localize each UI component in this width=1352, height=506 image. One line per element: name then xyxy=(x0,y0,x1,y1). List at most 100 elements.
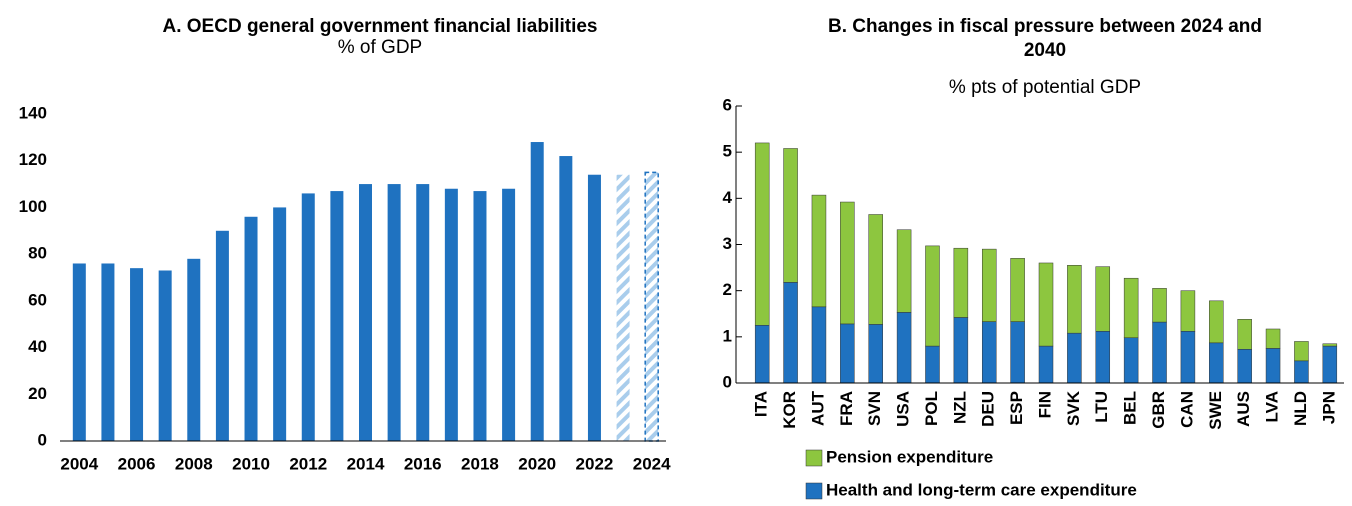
x-tick-label: 2022 xyxy=(576,454,614,473)
bar-segment xyxy=(1180,331,1196,384)
chart-subtitle: % pts of potential GDP xyxy=(948,77,1142,98)
x-tick-label: 2024 xyxy=(633,454,671,473)
y-tick-label: 100 xyxy=(19,197,47,216)
bar xyxy=(215,230,229,441)
bar-segment xyxy=(754,325,770,384)
y-tick-label: 0 xyxy=(723,372,732,391)
y-tick-label: 20 xyxy=(28,384,47,403)
x-tick-label: KOR xyxy=(780,391,799,429)
x-tick-label: FIN xyxy=(1035,391,1054,418)
bar xyxy=(502,188,516,441)
bar-segment xyxy=(1095,266,1111,332)
x-tick-label: SWE xyxy=(1206,391,1225,430)
y-tick-label: 40 xyxy=(28,337,47,356)
x-tick-label: SVN xyxy=(865,391,884,426)
bar-segment xyxy=(925,245,940,347)
bar-segment xyxy=(840,323,855,384)
bar-segment xyxy=(1010,258,1025,322)
bar-segment xyxy=(1180,290,1196,332)
bar-segment xyxy=(925,345,940,384)
bar xyxy=(416,184,430,442)
bar-segment xyxy=(1209,300,1224,344)
bar-segment xyxy=(868,214,883,325)
bar xyxy=(158,270,172,441)
bar xyxy=(101,263,115,441)
legend-label: Pension expenditure xyxy=(826,447,993,466)
bar xyxy=(559,156,573,442)
bar-segment xyxy=(1265,348,1281,384)
x-tick-label: ESP xyxy=(1007,391,1026,425)
bar xyxy=(444,188,458,441)
y-tick-label: 120 xyxy=(19,150,47,169)
x-tick-label: NZL xyxy=(950,391,969,424)
y-tick-label: 80 xyxy=(28,244,47,263)
bar-segment xyxy=(1237,349,1252,384)
y-tick-label: 140 xyxy=(19,103,47,122)
bar-segment xyxy=(1123,337,1139,384)
bar-segment xyxy=(1095,331,1111,384)
bar-segment xyxy=(754,142,770,326)
bar-segment xyxy=(1152,288,1167,323)
bar-segment xyxy=(1067,265,1082,334)
x-tick-label: USA xyxy=(894,391,913,427)
x-tick-label: DEU xyxy=(979,391,998,427)
bar-segment xyxy=(953,317,969,384)
bar xyxy=(387,184,401,442)
bar-segment xyxy=(868,324,883,384)
bar-segment xyxy=(783,148,798,283)
x-tick-label: 2006 xyxy=(118,454,156,473)
bar-segment xyxy=(1322,345,1338,384)
legend-label: Health and long-term care expenditure xyxy=(826,480,1137,499)
bar-segment xyxy=(1322,343,1338,347)
x-tick-label: POL xyxy=(922,391,941,426)
bar xyxy=(130,268,144,441)
x-tick-label: JPN xyxy=(1319,391,1338,424)
bar xyxy=(72,263,86,441)
x-tick-label: LTU xyxy=(1092,391,1111,423)
bar xyxy=(330,191,344,441)
bar xyxy=(359,184,372,442)
y-tick-label: 4 xyxy=(723,188,733,207)
chart-title: B. Changes in fiscal pressure between 20… xyxy=(828,16,1262,61)
y-tick-label: 1 xyxy=(723,326,732,345)
x-tick-label: BEL xyxy=(1121,391,1140,425)
bar-segment xyxy=(1123,277,1139,339)
bar-segment xyxy=(1152,321,1167,384)
bar-segment xyxy=(1010,321,1025,384)
bar xyxy=(301,193,315,441)
legend-swatch xyxy=(805,482,823,500)
bar-segment xyxy=(783,282,798,384)
bar-segment xyxy=(981,248,997,322)
bar-segment xyxy=(896,229,912,313)
x-tick-label: 2010 xyxy=(232,454,270,473)
x-tick-label: 2004 xyxy=(60,454,98,473)
bar xyxy=(616,174,630,441)
bar xyxy=(473,191,487,441)
bar xyxy=(273,207,287,441)
bar-segment xyxy=(1038,262,1054,347)
bar-segment xyxy=(840,201,855,325)
bar-segment xyxy=(1265,328,1281,349)
bar-segment xyxy=(1237,319,1252,350)
y-tick-label: 0 xyxy=(38,430,47,449)
x-tick-label: 2012 xyxy=(289,454,327,473)
x-tick-label: NLD xyxy=(1291,391,1310,426)
y-tick-label: 6 xyxy=(723,95,732,114)
bar-segment xyxy=(811,194,827,308)
chart-title: A. OECD general government financial lia… xyxy=(162,16,598,37)
bar-segment xyxy=(1209,342,1224,384)
bar-segment xyxy=(1038,345,1054,384)
bar xyxy=(187,258,201,441)
bar xyxy=(244,216,258,441)
y-tick-label: 3 xyxy=(723,234,732,253)
x-tick-label: ITA xyxy=(752,391,771,417)
x-tick-label: 2014 xyxy=(347,454,385,473)
chart-subtitle: % of GDP xyxy=(337,37,423,58)
bar xyxy=(587,174,601,441)
x-tick-label: AUS xyxy=(1234,391,1253,427)
bar-segment xyxy=(811,306,827,384)
x-tick-label: 2020 xyxy=(518,454,556,473)
y-tick-label: 5 xyxy=(723,142,732,161)
